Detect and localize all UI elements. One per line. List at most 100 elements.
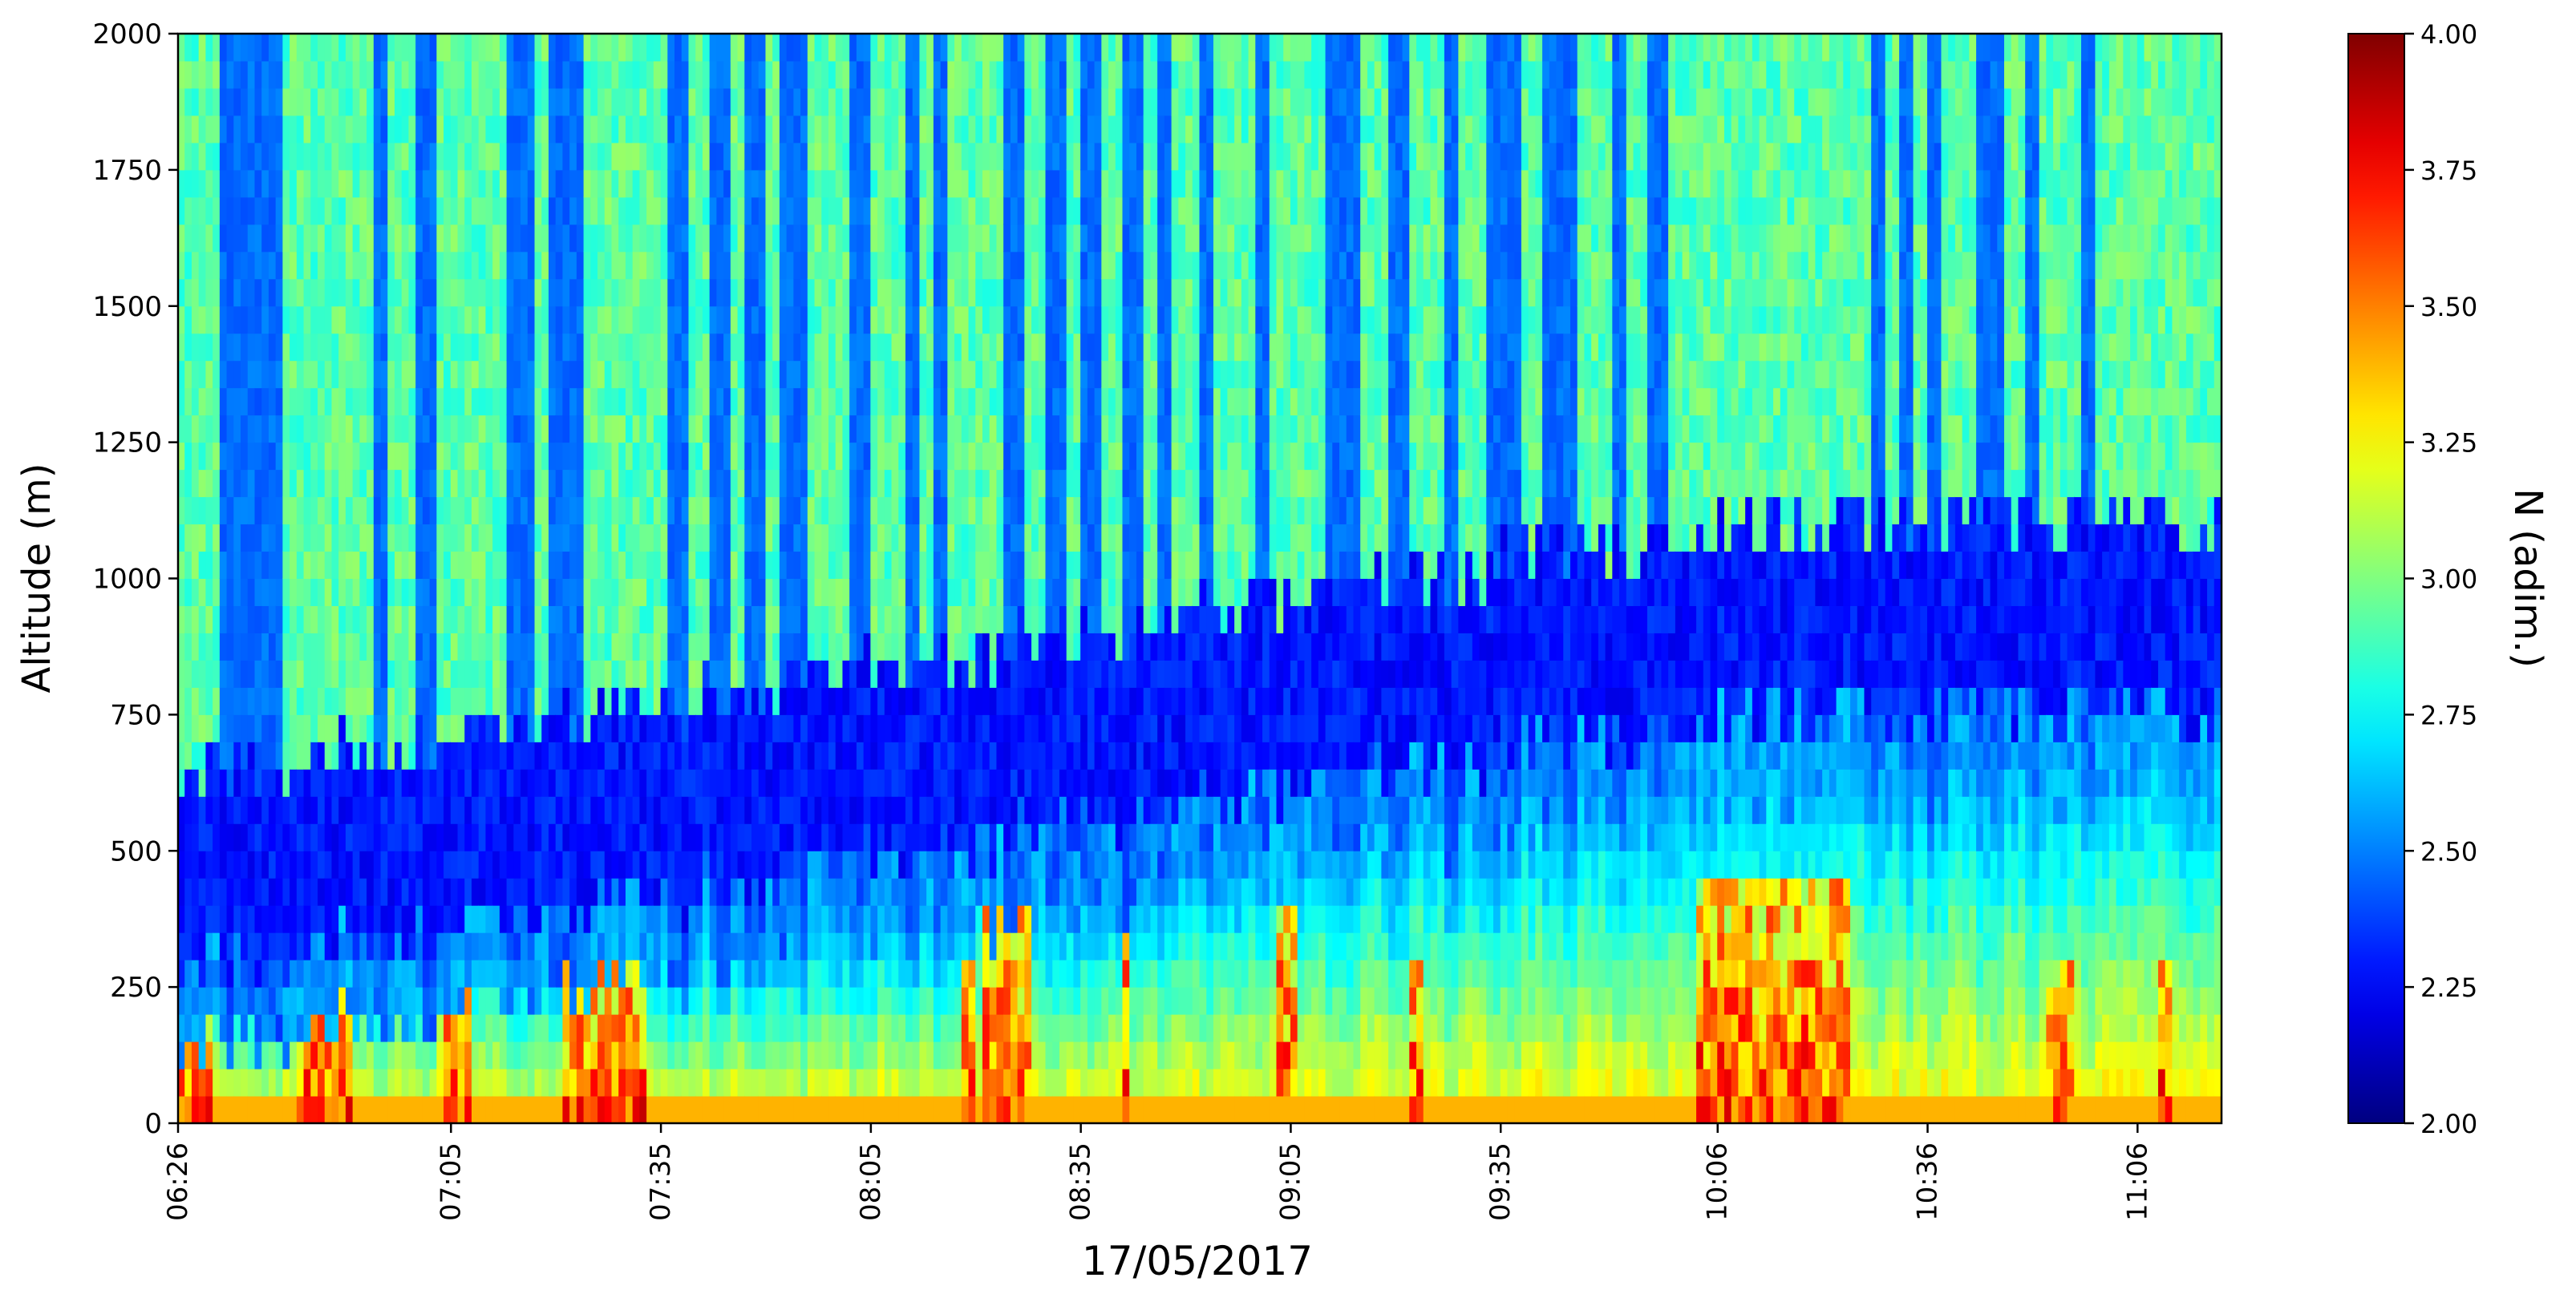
heatmap-cell <box>674 305 682 334</box>
heatmap-cell <box>415 1095 423 1124</box>
heatmap-cell <box>667 224 676 253</box>
heatmap-cell <box>779 305 788 334</box>
heatmap-cell <box>905 795 913 824</box>
heatmap-cell <box>191 986 200 1015</box>
heatmap-cell <box>597 1013 606 1042</box>
heatmap-cell <box>723 823 731 851</box>
heatmap-cell <box>569 196 577 225</box>
heatmap-cell <box>646 604 654 633</box>
heatmap-cell <box>233 224 242 253</box>
heatmap-cell <box>667 850 676 879</box>
heatmap-cell <box>184 1095 192 1124</box>
heatmap-cell <box>625 360 634 389</box>
heatmap-cell <box>457 850 466 879</box>
heatmap-cell <box>318 986 326 1015</box>
heatmap-cell <box>898 278 907 307</box>
heatmap-cell <box>275 795 284 824</box>
heatmap-cell <box>1031 632 1039 661</box>
heatmap-cell <box>422 115 431 144</box>
heatmap-cell <box>996 496 1005 525</box>
heatmap-cell <box>1024 196 1033 225</box>
heatmap-cell <box>604 768 613 797</box>
heatmap-cell <box>395 169 403 198</box>
heatmap-cell <box>933 741 942 770</box>
heatmap-cell <box>618 524 626 552</box>
heatmap-cell <box>471 305 480 334</box>
heatmap-cell <box>583 714 592 742</box>
heatmap-cell <box>268 986 277 1015</box>
heatmap-cell <box>429 224 438 253</box>
heatmap-cell <box>359 741 368 770</box>
heatmap-cell <box>1017 795 1026 824</box>
heatmap-cell <box>450 87 459 116</box>
heatmap-cell <box>450 251 459 280</box>
heatmap-cell <box>604 251 613 280</box>
heatmap-cell <box>709 1068 718 1097</box>
heatmap-cell <box>367 469 375 498</box>
heatmap-cell <box>380 169 389 198</box>
heatmap-cell <box>870 360 879 389</box>
heatmap-cell <box>695 877 703 906</box>
heatmap-cell <box>793 578 802 606</box>
heatmap-cell <box>499 986 508 1015</box>
heatmap-cell <box>387 768 396 797</box>
heatmap-cell <box>541 387 549 416</box>
heatmap-cell <box>688 115 697 144</box>
heatmap-cell <box>961 33 970 62</box>
heatmap-cell <box>667 551 676 579</box>
heatmap-cell <box>723 632 731 661</box>
heatmap-cell <box>373 442 382 471</box>
heatmap-cell <box>912 632 921 661</box>
heatmap-cell <box>513 169 522 198</box>
heatmap-cell <box>618 1013 626 1042</box>
heatmap-cell <box>877 142 885 171</box>
heatmap-cell <box>709 578 718 606</box>
heatmap-cell <box>345 578 354 606</box>
heatmap-cell <box>534 551 543 579</box>
heatmap-cell <box>254 850 263 879</box>
heatmap-cell <box>912 877 921 906</box>
heatmap-cell <box>681 1013 690 1042</box>
heatmap-cell <box>1031 986 1039 1015</box>
heatmap-cell <box>807 360 816 389</box>
heatmap-cell <box>639 604 648 633</box>
heatmap-cell <box>709 87 718 116</box>
heatmap-cell <box>786 823 795 851</box>
heatmap-cell <box>534 33 543 62</box>
heatmap-cell <box>842 1041 851 1070</box>
heatmap-cell <box>318 714 326 742</box>
heatmap-cell <box>373 278 382 307</box>
heatmap-cell <box>807 1041 816 1070</box>
heatmap-cell <box>290 360 298 389</box>
heatmap-cell <box>751 551 759 579</box>
heatmap-cell <box>331 224 340 253</box>
heatmap-cell <box>457 251 466 280</box>
heatmap-cell <box>793 795 802 824</box>
heatmap-cell <box>338 142 346 171</box>
heatmap-cell <box>520 251 529 280</box>
heatmap-cell <box>219 714 228 742</box>
heatmap-cell <box>800 632 808 661</box>
heatmap-cell <box>660 360 669 389</box>
heatmap-cell <box>667 414 676 443</box>
heatmap-cell <box>513 1041 522 1070</box>
heatmap-cell <box>681 87 690 116</box>
heatmap-cell <box>247 932 256 960</box>
heatmap-cell <box>499 360 508 389</box>
heatmap-cell <box>975 33 983 62</box>
heatmap-cell <box>213 768 221 797</box>
heatmap-cell <box>1045 169 1054 198</box>
heatmap-cell <box>730 714 739 742</box>
heatmap-cell <box>961 414 970 443</box>
heatmap-cell <box>548 986 557 1015</box>
heatmap-cell <box>765 1068 774 1097</box>
heatmap-cell <box>926 578 934 606</box>
heatmap-cell <box>982 333 990 362</box>
heatmap-cell <box>653 714 662 742</box>
heatmap-cell <box>821 469 830 498</box>
heatmap-cell <box>989 142 998 171</box>
heatmap-cell <box>989 387 998 416</box>
heatmap-cell <box>219 741 228 770</box>
heatmap-cell <box>1017 578 1026 606</box>
heatmap-cell <box>352 142 361 171</box>
